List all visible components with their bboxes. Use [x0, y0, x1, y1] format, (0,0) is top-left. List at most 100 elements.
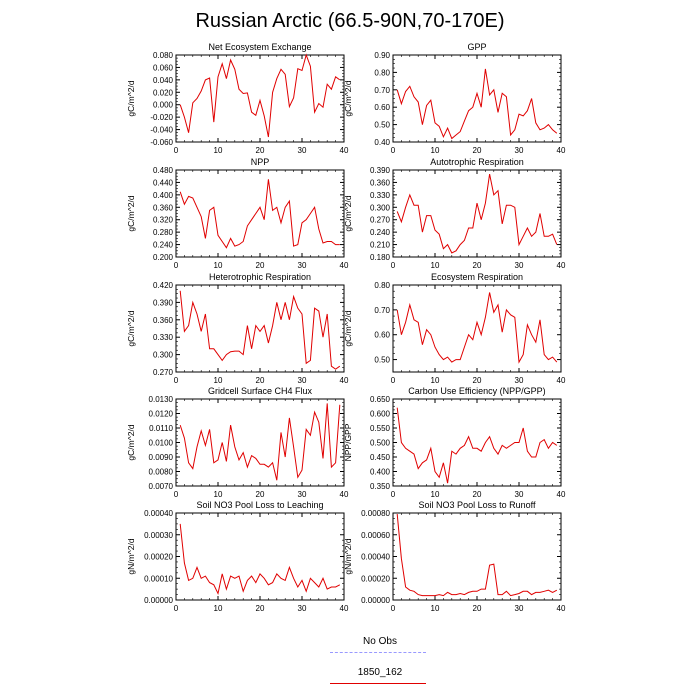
y-tick-label: -0.020: [150, 113, 173, 122]
y-tick-label: 0.440: [153, 178, 174, 187]
y-tick-label: 0.180: [370, 253, 391, 262]
y-tick-label: 0.200: [153, 253, 174, 262]
y-tick-label: 0.00020: [144, 553, 173, 562]
x-tick-label: 30: [298, 490, 307, 499]
y-tick-label: 0.550: [370, 424, 391, 433]
y-tick-label: 0.040: [153, 76, 174, 85]
y-tick-label: 0.00010: [144, 574, 173, 583]
legend-item-no-obs: No Obs: [330, 636, 430, 667]
y-tick-label: 0.00040: [144, 509, 173, 518]
x-tick-label: 20: [473, 376, 482, 385]
y-axis-label: gC/m^2/d: [126, 195, 136, 231]
y-tick-label: 0.300: [153, 351, 174, 360]
y-tick-label: 0.300: [370, 203, 391, 212]
y-tick-label: 0.450: [370, 453, 391, 462]
x-tick-label: 10: [214, 376, 223, 385]
x-tick-label: 30: [298, 376, 307, 385]
y-tick-label: 0.240: [370, 228, 391, 237]
x-tick-label: 10: [431, 604, 440, 613]
y-tick-label: 0.0080: [149, 468, 174, 477]
x-tick-label: 20: [256, 490, 265, 499]
y-axis-label: gC/m^2/d: [343, 195, 353, 231]
y-tick-label: 0.50: [374, 121, 390, 130]
y-tick-label: 0.390: [153, 298, 174, 307]
y-tick-label: 0.0070: [149, 482, 174, 491]
y-axis-label: gN/m^2/d: [126, 538, 136, 574]
plot-frame: [392, 398, 562, 487]
y-tick-label: 0.320: [153, 216, 174, 225]
y-tick-label: 0.240: [153, 241, 174, 250]
chart-panel: Gridcell Surface CH4 Flux 0.0070 0.0080 0.0…: [126, 386, 349, 499]
series-line: [179, 53, 341, 138]
y-tick-label: 0.00020: [361, 574, 390, 583]
x-tick-label: 0: [391, 146, 396, 155]
y-tick-label: 0.210: [370, 241, 391, 250]
x-tick-label: 30: [515, 604, 524, 613]
legend-label: 1850_162: [357, 667, 403, 678]
chart-title: Soil NO3 Pool Loss to Runoff: [419, 500, 536, 510]
x-tick-label: 10: [431, 261, 440, 270]
y-tick-label: 0.00000: [361, 596, 390, 605]
y-tick-label: 0.00000: [144, 596, 173, 605]
chart-panel: Net Ecosystem Exchange -0.060 -0.040 -0.020…: [126, 42, 349, 155]
y-tick-label: 0.60: [374, 103, 390, 112]
y-tick-label: 0.330: [370, 191, 391, 200]
x-tick-label: 40: [557, 490, 566, 499]
y-tick-label: 0.00080: [361, 509, 390, 518]
x-tick-label: 30: [298, 261, 307, 270]
x-tick-label: 20: [473, 146, 482, 155]
chart-title: Heterotrophic Respiration: [209, 272, 311, 282]
x-tick-label: 40: [340, 261, 349, 270]
series-line: [179, 523, 341, 596]
x-tick-label: 40: [557, 261, 566, 270]
series-line: [179, 403, 341, 481]
legend-item-run: 1850_162: [330, 667, 430, 698]
y-tick-label: -0.060: [150, 138, 173, 147]
x-tick-label: 0: [174, 146, 179, 155]
y-tick-label: -0.040: [150, 126, 173, 135]
x-tick-label: 20: [256, 376, 265, 385]
series-line: [396, 514, 558, 597]
y-tick-label: 0.080: [153, 51, 174, 60]
y-tick-label: 0.00030: [144, 531, 173, 540]
plot-frame: [175, 169, 345, 258]
x-tick-label: 10: [431, 376, 440, 385]
x-tick-label: 30: [515, 376, 524, 385]
chart-panel: Soil NO3 Pool Loss to Runoff 0.00000 0.000…: [343, 500, 566, 613]
charts-grid: Net Ecosystem Exchange -0.060 -0.040 -0.020…: [126, 42, 566, 613]
chart-title: Gridcell Surface CH4 Flux: [208, 386, 313, 396]
chart-panel: Soil NO3 Pool Loss to Leaching 0.00000 0.0…: [126, 500, 349, 613]
y-tick-label: 0.390: [370, 166, 391, 175]
chart-panel: Heterotrophic Respiration 0.270 0.300 0.330…: [126, 272, 349, 385]
y-tick-label: 0.80: [374, 68, 390, 77]
x-tick-label: 20: [256, 146, 265, 155]
y-axis-label: gC/m^2/d: [343, 310, 353, 346]
y-tick-label: 0.270: [370, 216, 391, 225]
y-tick-label: 0.480: [153, 166, 174, 175]
y-axis-label: gC/m^2/d: [126, 424, 136, 460]
y-tick-label: 0.600: [370, 410, 391, 419]
legend: No Obs 1850_162: [330, 636, 430, 698]
y-tick-label: 0.280: [153, 228, 174, 237]
y-tick-label: 0.0110: [149, 424, 173, 433]
y-tick-label: 0.00060: [361, 531, 390, 540]
x-tick-label: 20: [473, 604, 482, 613]
plot-frame: [175, 54, 345, 143]
y-axis-label: gN/m^2/d: [343, 538, 353, 574]
series-line: [179, 179, 340, 249]
x-tick-label: 10: [214, 261, 223, 270]
chart-panel: GPP 0.40 0.50 0.60 0.70 0.80 0.90 0 10 20 30 40 gC/m…: [343, 42, 566, 155]
y-tick-label: 0.0120: [149, 410, 174, 419]
y-tick-label: 0.50: [374, 356, 390, 365]
chart-title: Carbon Use Efficiency (NPP/GPP): [408, 386, 545, 396]
y-tick-label: 0.400: [370, 468, 391, 477]
plot-frame: [392, 169, 562, 258]
y-tick-label: 0.650: [370, 395, 391, 404]
y-tick-label: 0.330: [153, 333, 174, 342]
series-line: [396, 68, 558, 140]
x-tick-label: 0: [391, 261, 396, 270]
y-tick-label: 0.0090: [149, 453, 174, 462]
x-tick-label: 30: [515, 490, 524, 499]
y-tick-label: 0.500: [370, 439, 391, 448]
y-tick-label: 0.70: [374, 306, 390, 315]
